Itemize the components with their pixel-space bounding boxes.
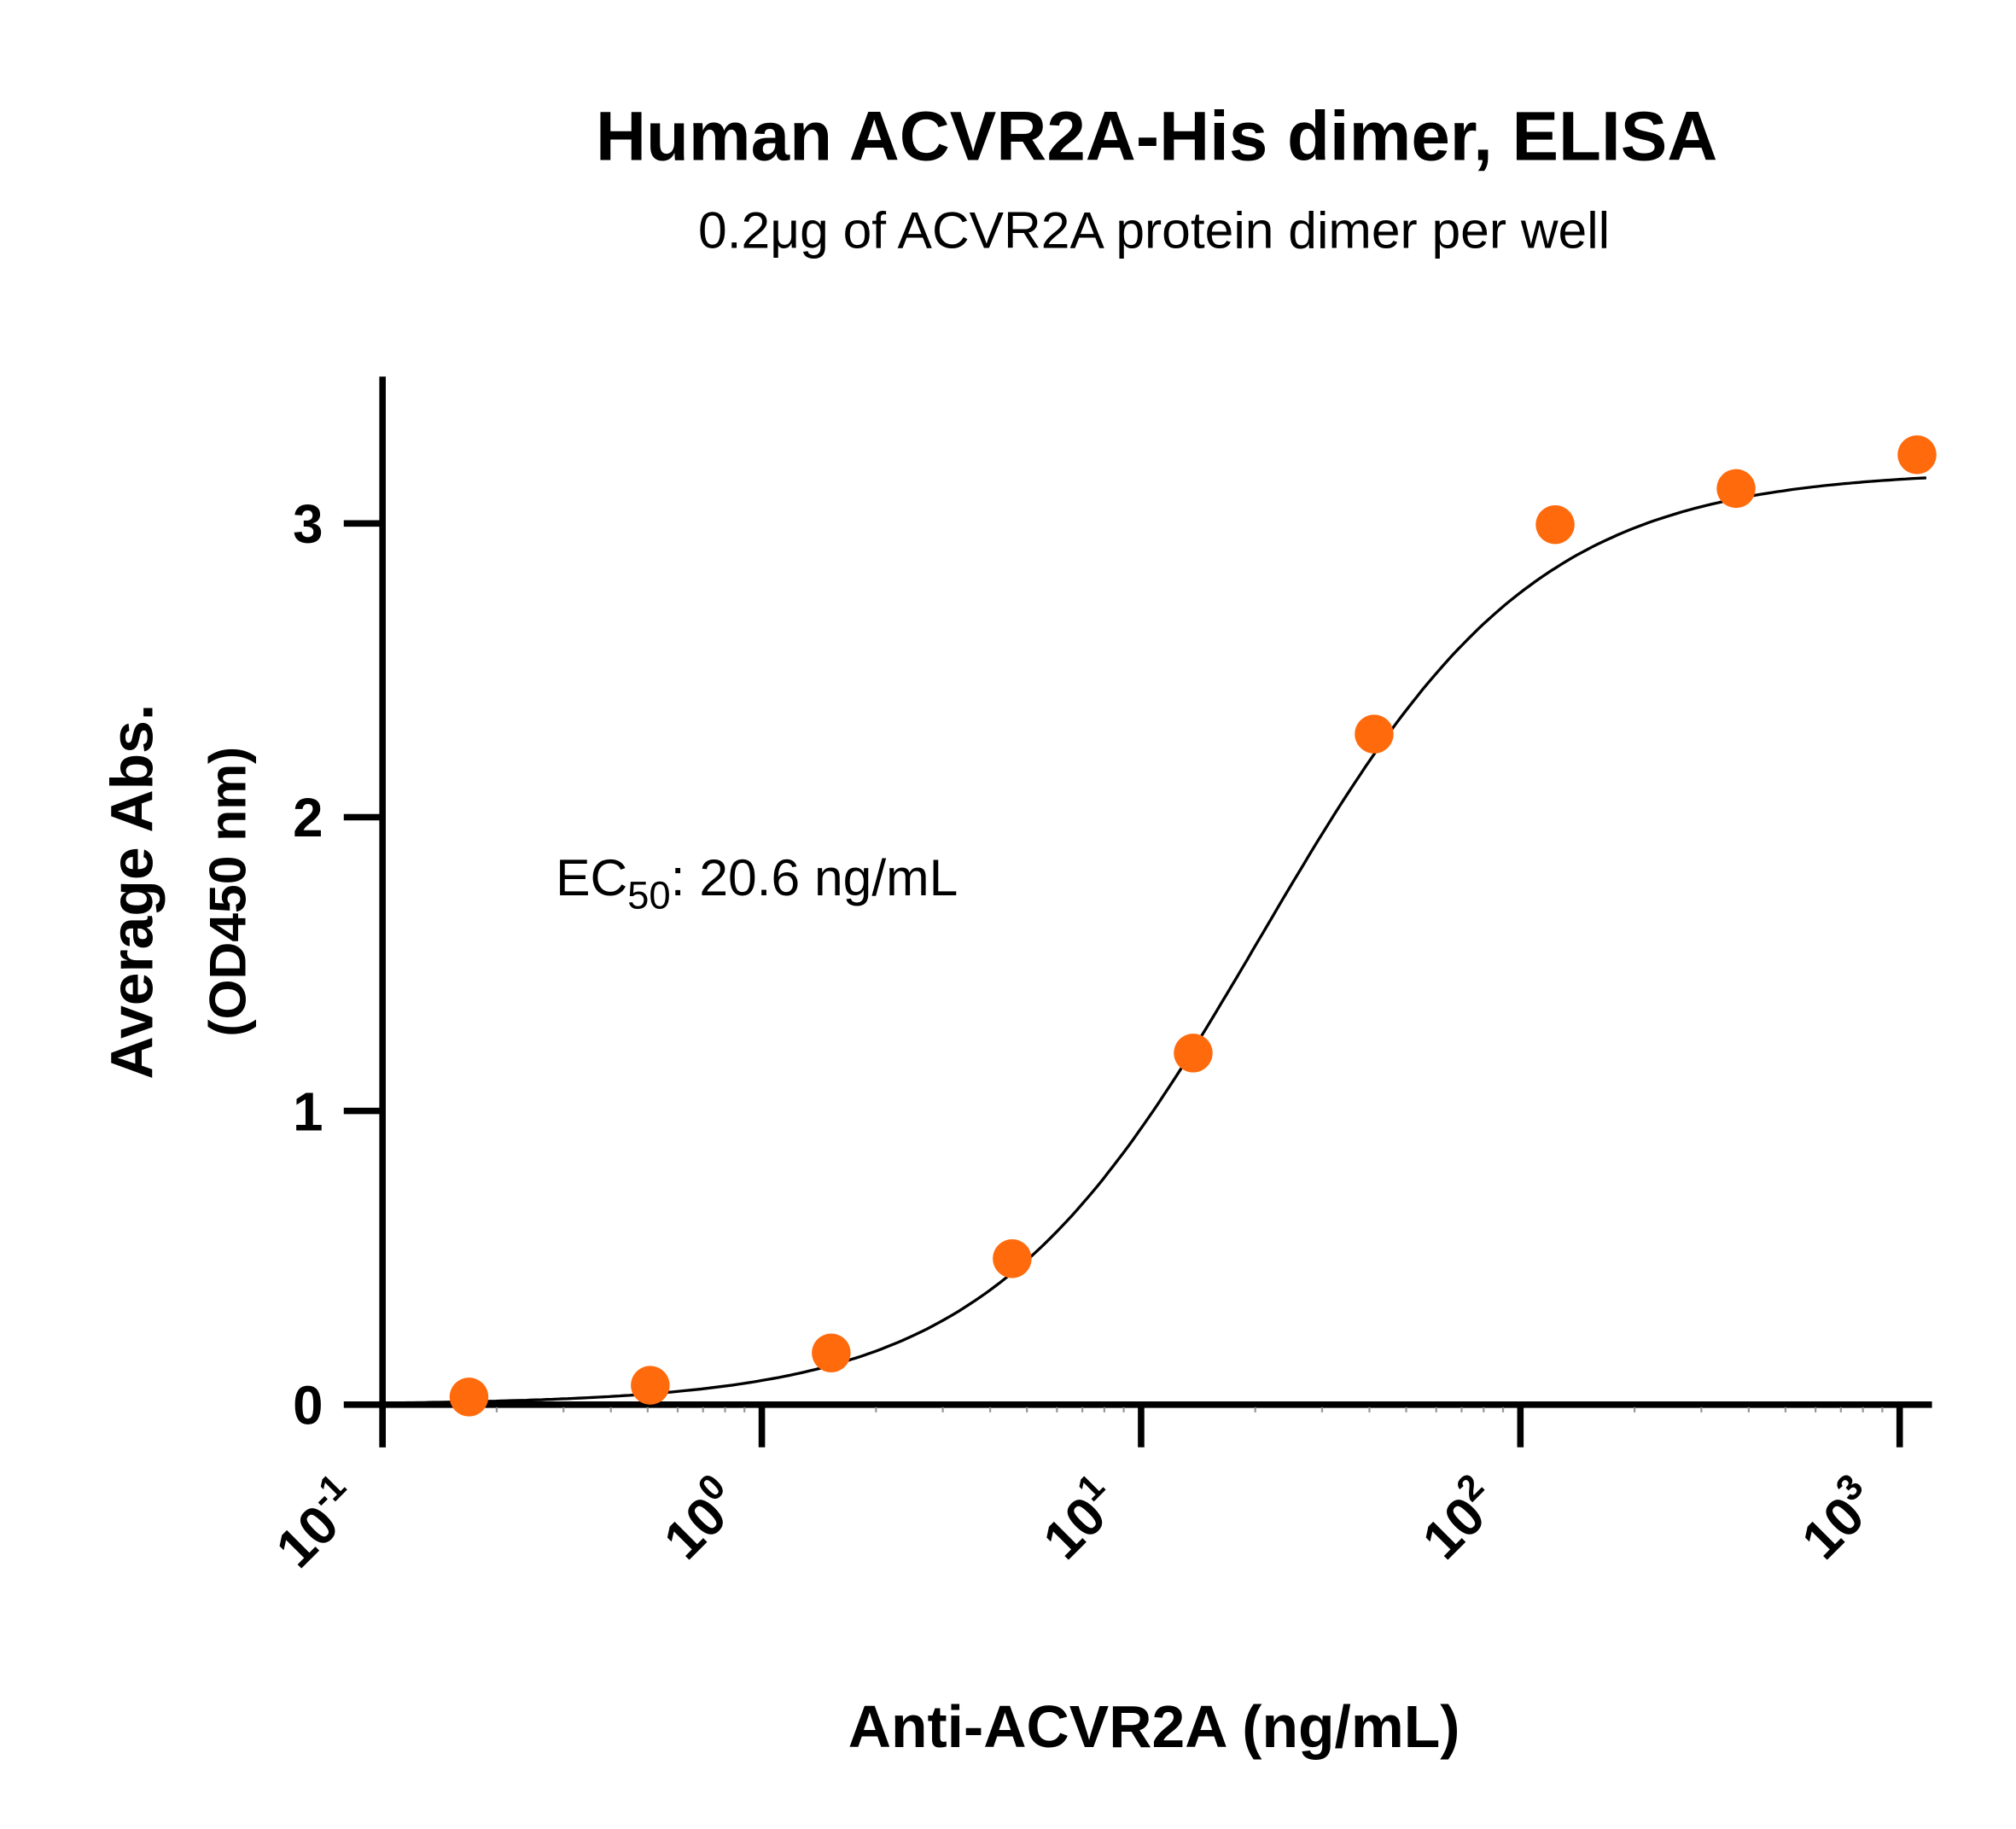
ec50-subscript: 50: [627, 873, 671, 917]
y-tick-label: 3: [293, 494, 323, 555]
data-point: [449, 1378, 489, 1417]
x-tick-label: 10-1: [259, 1466, 373, 1580]
fit-curve: [382, 476, 1926, 1405]
chart-title: Human ACVR2A-His dimer, ELISA: [596, 98, 1717, 176]
x-tick-label: 101: [1027, 1466, 1132, 1571]
data-point: [1535, 505, 1575, 545]
x-axis-title: Anti-ACVR2A (ng/mL): [848, 1693, 1460, 1760]
ec50-value: : 20.6 ng/mL: [671, 848, 958, 906]
y-tick-label: 0: [293, 1375, 323, 1436]
x-tick-label: 102: [1406, 1466, 1511, 1571]
y-tick-label: 1: [293, 1081, 323, 1142]
x-tick-label-text: 102: [1406, 1466, 1511, 1571]
y-axis-subtitle: (OD450 nm): [199, 747, 257, 1037]
x-tick-label-text: 10-1: [259, 1466, 373, 1580]
y-axis-title: Average Abs.: [99, 704, 166, 1080]
data-point: [1355, 714, 1394, 754]
y-tick-label: 2: [293, 788, 323, 848]
x-tick-label-text: 100: [648, 1466, 753, 1571]
axes: 0 1 2 3 10-1 100 101 102 103: [259, 376, 1932, 1580]
chart-subtitle: 0.2μg of ACVR2A protein dimer per well: [698, 201, 1610, 259]
data-point: [1174, 1034, 1213, 1073]
ec50-prefix: EC: [556, 848, 627, 906]
x-tick-label: 100: [648, 1466, 753, 1571]
data-point: [993, 1239, 1032, 1279]
data-point: [1897, 435, 1937, 475]
ec50-annotation: EC50: 20.6 ng/mL: [556, 848, 958, 917]
data-point: [631, 1366, 670, 1405]
data-point: [812, 1333, 851, 1372]
plot-marks: [382, 435, 1937, 1417]
data-point: [1716, 469, 1756, 509]
x-tick-label-text: 101: [1027, 1466, 1132, 1571]
x-tick-label: 103: [1786, 1466, 1891, 1571]
x-tick-label-text: 103: [1786, 1466, 1891, 1571]
